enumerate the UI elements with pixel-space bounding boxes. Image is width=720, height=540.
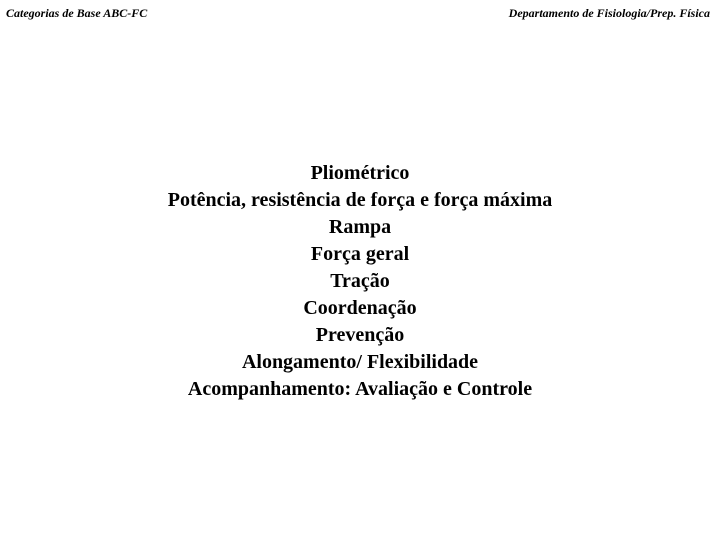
- content-line: Tração: [0, 268, 720, 295]
- content-line: Potência, resistência de força e força m…: [0, 187, 720, 214]
- content-line: Coordenação: [0, 295, 720, 322]
- header-right-text: Departamento de Fisiologia/Prep. Física: [509, 6, 710, 21]
- content-line: Acompanhamento: Avaliação e Controle: [0, 376, 720, 403]
- header-left-text: Categorias de Base ABC-FC: [6, 6, 147, 21]
- content-line: Força geral: [0, 241, 720, 268]
- content-line: Alongamento/ Flexibilidade: [0, 349, 720, 376]
- content-line: Rampa: [0, 214, 720, 241]
- page-header: Categorias de Base ABC-FC Departamento d…: [0, 0, 720, 21]
- content-line: Prevenção: [0, 322, 720, 349]
- content-line: Pliométrico: [0, 160, 720, 187]
- main-content: Pliométrico Potência, resistência de for…: [0, 160, 720, 403]
